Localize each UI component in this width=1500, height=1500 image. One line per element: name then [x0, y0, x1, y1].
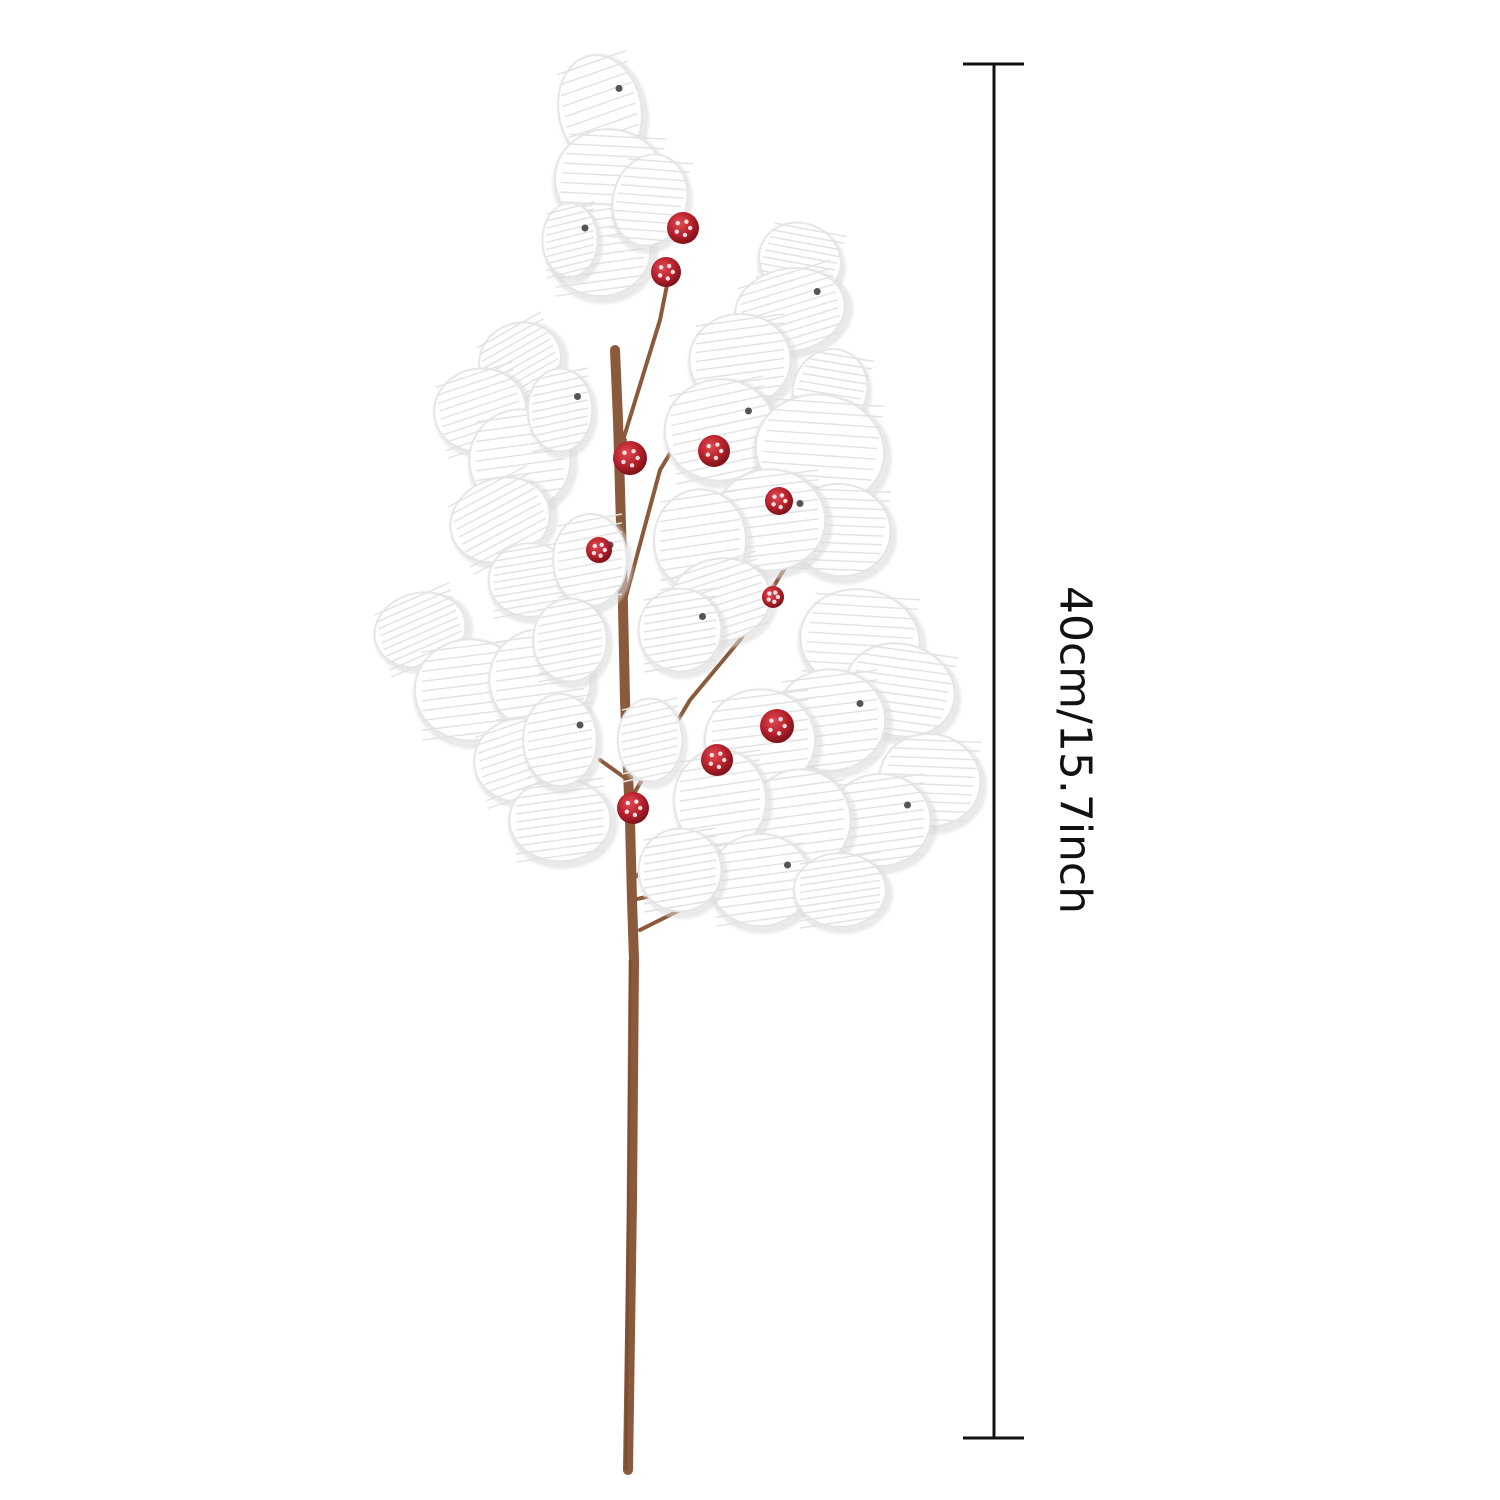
berry: [701, 744, 733, 776]
needle-cluster: [508, 777, 618, 869]
berry: [651, 257, 681, 287]
berry: [698, 435, 730, 467]
berry: [617, 792, 649, 824]
needle-cluster: [522, 693, 603, 794]
berry: [760, 709, 794, 743]
needle-cluster: [526, 367, 598, 459]
berry: [667, 212, 699, 244]
needle-cluster: [637, 587, 728, 679]
needle-cluster: [532, 597, 613, 689]
berry: [762, 586, 784, 608]
needle-cluster: [708, 833, 818, 934]
needle-cluster: [552, 513, 633, 614]
needle-cluster: [616, 697, 688, 789]
needle-cluster: [828, 773, 938, 874]
dimension-label: 40cm/15.7inch: [1049, 585, 1101, 915]
needle-cluster: [448, 464, 559, 576]
needle-cluster: [793, 851, 893, 934]
needle-cluster: [373, 582, 474, 678]
berry: [586, 537, 612, 563]
needle-cluster: [637, 827, 728, 919]
red-berries: [586, 212, 794, 824]
needle-cluster: [541, 201, 603, 284]
berry: [765, 487, 793, 515]
berry: [613, 441, 647, 475]
